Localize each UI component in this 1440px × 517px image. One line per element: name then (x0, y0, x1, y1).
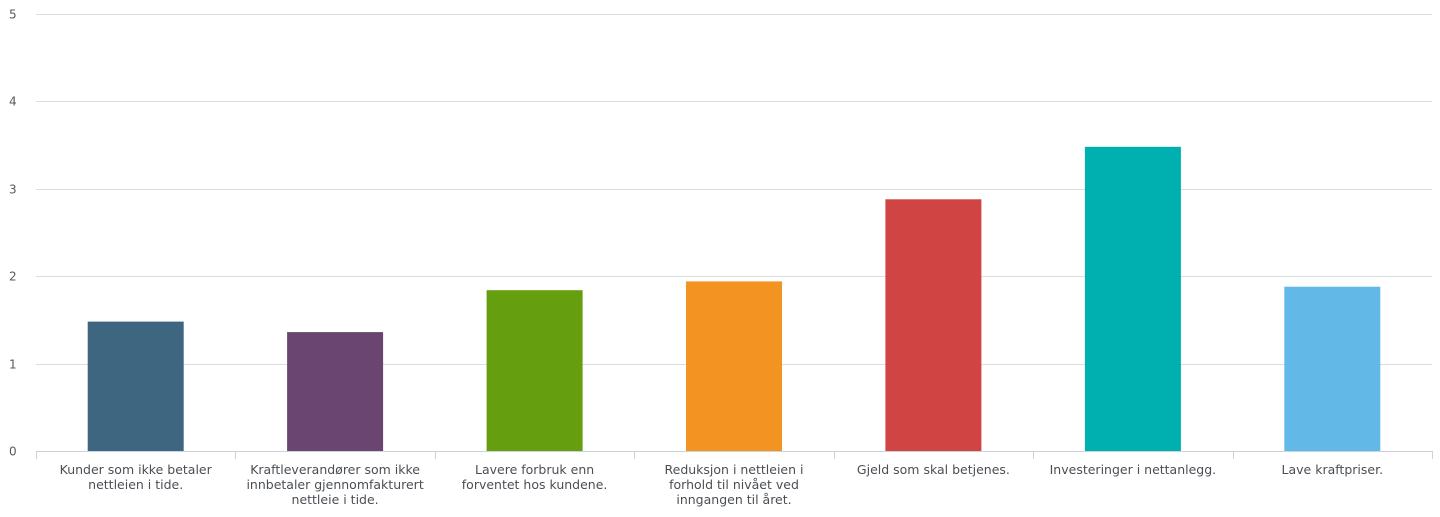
ytick-label-1: 1 (9, 358, 17, 372)
ytick-label-5: 5 (9, 8, 17, 22)
y-axis-tick-labels: 0 1 2 3 4 5 (9, 8, 17, 459)
ytick-label-0: 0 (9, 445, 17, 459)
bar-3 (486, 290, 583, 451)
xtick-label-line: Kraftleverandører som ikke (250, 462, 420, 477)
xtick-label-7: Lave kraftpriser. (1282, 462, 1384, 477)
xtick-label-line: nettleie i tide. (292, 492, 379, 507)
xtick-label-1: Kunder som ikke betaler nettleien i tide. (60, 462, 213, 492)
bars (87, 146, 1381, 452)
gridlines (36, 14, 1432, 365)
bar-5 (885, 199, 982, 451)
xtick-label-line: inngangen til året. (676, 492, 791, 507)
xtick-label-2: Kraftleverandører som ikke innbetaler gje… (246, 462, 423, 507)
ytick-label-2: 2 (9, 270, 17, 284)
ytick-label-3: 3 (9, 183, 17, 197)
xtick-label-line: innbetaler gjennomfakturert (246, 477, 423, 492)
xtick-label-3: Lavere forbruk enn forventet hos kundene. (462, 462, 608, 492)
xtick-label-line: Investeringer i nettanlegg. (1050, 462, 1217, 477)
xtick-label-line: nettleien i tide. (88, 477, 183, 492)
bar-6 (1084, 146, 1181, 452)
xtick-label-line: Lavere forbruk enn (475, 462, 594, 477)
ytick-label-4: 4 (9, 95, 17, 109)
bar-4 (686, 281, 782, 451)
x-axis (36, 451, 1433, 459)
bar-2 (287, 332, 384, 451)
xtick-label-line: Kunder som ikke betaler (60, 462, 213, 477)
xtick-label-line: Gjeld som skal betjenes. (857, 462, 1010, 477)
xtick-label-line: Lave kraftpriser. (1282, 462, 1384, 477)
bar-1 (87, 321, 184, 451)
x-axis-tick-labels: Kunder som ikke betaler nettleien i tide.… (60, 462, 1383, 507)
xtick-label-line: forhold til nivået ved (669, 477, 799, 492)
bar-7 (1284, 286, 1381, 451)
xtick-label-5: Gjeld som skal betjenes. (857, 462, 1010, 477)
xtick-label-6: Investeringer i nettanlegg. (1050, 462, 1217, 477)
xtick-label-4: Reduksjon i nettleien i forhold til nivåe… (665, 462, 804, 507)
xtick-label-line: Reduksjon i nettleien i (665, 462, 804, 477)
xtick-label-line: forventet hos kundene. (462, 477, 608, 492)
